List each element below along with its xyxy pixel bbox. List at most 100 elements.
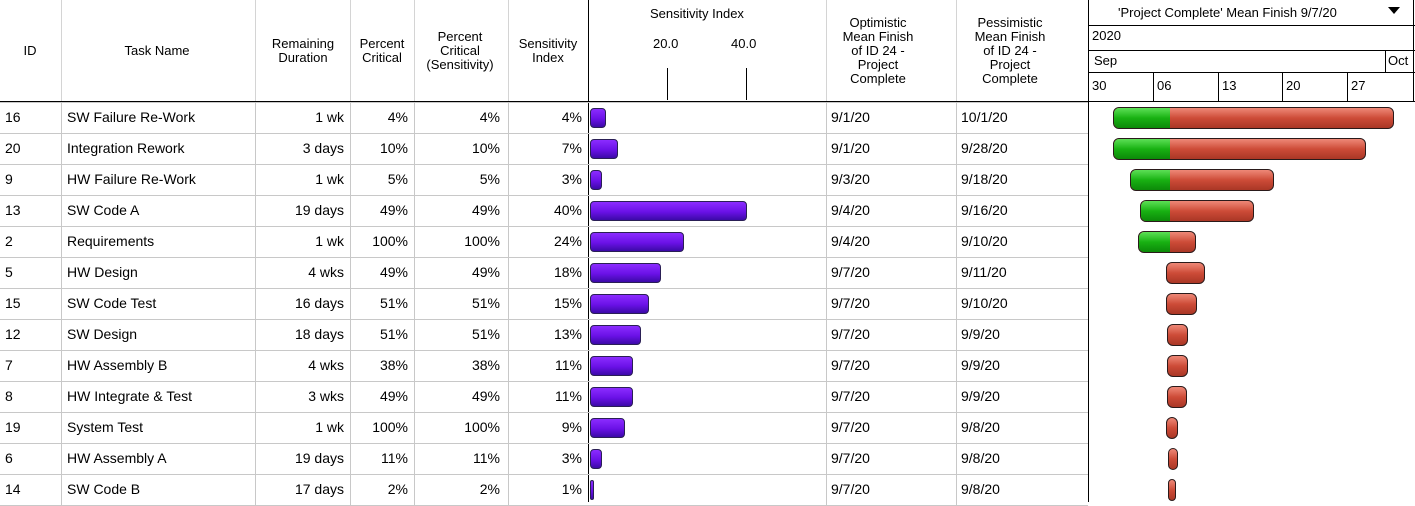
gantt-bar[interactable] xyxy=(1166,262,1205,284)
task-name: HW Design xyxy=(67,264,138,280)
header-sensitivity-index[interactable]: Sensitivity Index xyxy=(518,35,578,65)
header-percent-critical[interactable]: Percent Critical xyxy=(359,35,405,65)
table-row[interactable]: 19 System Test 1 wk 100% 100% 9% 9/7/20 9/8/20 xyxy=(0,412,1415,443)
percent-critical: 10% xyxy=(379,140,408,156)
percent-critical: 49% xyxy=(379,202,408,218)
sensitivity-index-value: 24% xyxy=(553,233,582,249)
gantt-bar[interactable] xyxy=(1166,417,1178,439)
task-name: SW Design xyxy=(67,326,138,342)
sensitivity-bar xyxy=(590,387,633,407)
percent-critical: 100% xyxy=(372,233,408,249)
task-name: SW Code Test xyxy=(67,295,157,311)
pessimistic-finish: 10/1/20 xyxy=(961,109,1008,125)
gantt-bar[interactable] xyxy=(1167,324,1188,346)
gantt-bar[interactable] xyxy=(1167,355,1188,377)
table-row[interactable]: 2 Requirements 1 wk 100% 100% 24% 9/4/20 9/10/2… xyxy=(0,226,1415,257)
gantt-bar[interactable] xyxy=(1113,138,1366,160)
sensitivity-index-value: 11% xyxy=(555,357,582,373)
task-id: 13 xyxy=(5,202,21,218)
table-row[interactable]: 8 HW Integrate & Test 3 wks 49% 49% 11% 9/7/20… xyxy=(0,381,1415,412)
table-row[interactable]: 13 SW Code A 19 days 49% 49% 40% 9/4/20 9/16/20 xyxy=(0,195,1415,226)
gantt-day-06: 06 xyxy=(1157,78,1172,93)
pessimistic-finish: 9/10/20 xyxy=(961,233,1008,249)
sensitivity-bar xyxy=(590,108,606,128)
percent-critical-sensitivity: 51% xyxy=(471,295,500,311)
sensitivity-index-value: 1% xyxy=(561,481,582,497)
sensitivity-index-value: 3% xyxy=(561,450,582,466)
pessimistic-finish: 9/9/20 xyxy=(961,326,1000,342)
optimistic-finish: 9/1/20 xyxy=(831,140,870,156)
percent-critical: 11% xyxy=(381,450,408,466)
table-row[interactable]: 15 SW Code Test 16 days 51% 51% 15% 9/7/20 9/10… xyxy=(0,288,1415,319)
header-id[interactable]: ID xyxy=(23,42,37,58)
sensitivity-index-value: 18% xyxy=(553,264,582,280)
remaining-duration: 4 wks xyxy=(308,264,344,280)
task-id: 7 xyxy=(5,357,13,373)
table-row[interactable]: 16 SW Failure Re-Work 1 wk 4% 4% 4% 9/1/20 10/1… xyxy=(0,102,1415,133)
task-name: HW Assembly A xyxy=(67,450,167,466)
table-row[interactable]: 7 HW Assembly B 4 wks 38% 38% 11% 9/7/20 9/9/20 xyxy=(0,350,1415,381)
task-id: 14 xyxy=(5,481,21,497)
sensitivity-index-value: 11% xyxy=(555,388,582,404)
sensitivity-bar xyxy=(590,294,649,314)
sensitivity-bar xyxy=(590,263,661,283)
task-id: 15 xyxy=(5,295,21,311)
task-id: 20 xyxy=(5,140,21,156)
pessimistic-finish: 9/9/20 xyxy=(961,388,1000,404)
percent-critical-sensitivity: 38% xyxy=(471,357,500,373)
task-name: Requirements xyxy=(67,233,155,249)
percent-critical: 49% xyxy=(379,388,408,404)
gantt-bar[interactable] xyxy=(1130,169,1274,191)
optimistic-finish: 9/7/20 xyxy=(831,450,870,466)
remaining-duration: 19 days xyxy=(294,450,344,466)
sensitivity-chart-title: Sensitivity Index xyxy=(650,6,744,21)
gantt-bar[interactable] xyxy=(1167,386,1187,408)
percent-critical: 5% xyxy=(387,171,408,187)
optimistic-finish: 9/7/20 xyxy=(831,357,870,373)
header-optimistic-finish[interactable]: Optimistic Mean Finish of ID 24 - Projec… xyxy=(842,14,914,86)
sensitivity-tick-20 xyxy=(667,68,668,100)
sensitivity-bar xyxy=(590,418,625,438)
header-percent-critical-sensitivity[interactable]: Percent Critical (Sensitivity) xyxy=(426,28,494,72)
percent-critical-sensitivity: 2% xyxy=(479,481,500,497)
gantt-bar[interactable] xyxy=(1168,479,1176,501)
header-pessimistic-finish[interactable]: Pessimistic Mean Finish of ID 24 - Proje… xyxy=(974,14,1046,86)
optimistic-finish: 9/7/20 xyxy=(831,326,870,342)
gantt-month-sep: Sep xyxy=(1094,53,1118,68)
sensitivity-bar xyxy=(590,201,747,221)
sensitivity-index-value: 40% xyxy=(553,202,582,218)
gantt-bar[interactable] xyxy=(1140,200,1254,222)
sensitivity-bar xyxy=(590,139,618,159)
gantt-bar[interactable] xyxy=(1166,293,1197,315)
gantt-year: 2020 xyxy=(1092,28,1121,43)
gantt-bar[interactable] xyxy=(1138,231,1196,253)
table-row[interactable]: 9 HW Failure Re-Work 1 wk 5% 5% 3% 9/3/20 9/18/… xyxy=(0,164,1415,195)
sensitivity-index-value: 9% xyxy=(561,419,582,435)
percent-critical-sensitivity: 49% xyxy=(471,264,500,280)
remaining-duration: 1 wk xyxy=(315,419,344,435)
table-row[interactable]: 5 HW Design 4 wks 49% 49% 18% 9/7/20 9/11/20 xyxy=(0,257,1415,288)
table-row[interactable]: 12 SW Design 18 days 51% 51% 13% 9/7/20 9/9/20 xyxy=(0,319,1415,350)
sensitivity-tick-40 xyxy=(746,68,747,100)
percent-critical: 2% xyxy=(387,481,408,497)
task-id: 9 xyxy=(5,171,13,187)
task-name: Integration Rework xyxy=(67,140,185,156)
table-row[interactable]: 6 HW Assembly A 19 days 11% 11% 3% 9/7/20 9/8/2… xyxy=(0,443,1415,474)
percent-critical-sensitivity: 100% xyxy=(464,419,500,435)
percent-critical-sensitivity: 5% xyxy=(479,171,500,187)
pessimistic-finish: 9/28/20 xyxy=(961,140,1008,156)
remaining-duration: 16 days xyxy=(294,295,344,311)
header-task-name[interactable]: Task Name xyxy=(124,42,190,58)
gantt-bar[interactable] xyxy=(1168,448,1178,470)
percent-critical-sensitivity: 10% xyxy=(471,140,500,156)
gantt-month-oct: Oct xyxy=(1388,53,1409,68)
table-row[interactable]: 20 Integration Rework 3 days 10% 10% 7% 9/1/20… xyxy=(0,133,1415,164)
task-id: 2 xyxy=(5,233,13,249)
optimistic-finish: 9/1/20 xyxy=(831,109,870,125)
gantt-bar[interactable] xyxy=(1113,107,1394,129)
task-name: HW Integrate & Test xyxy=(67,388,193,404)
pessimistic-finish: 9/10/20 xyxy=(961,295,1008,311)
triangle-down-icon[interactable] xyxy=(1388,7,1400,14)
header-remaining-duration[interactable]: Remaining Duration xyxy=(271,35,335,65)
table-row[interactable]: 14 SW Code B 17 days 2% 2% 1% 9/7/20 9/8/20 xyxy=(0,474,1415,505)
